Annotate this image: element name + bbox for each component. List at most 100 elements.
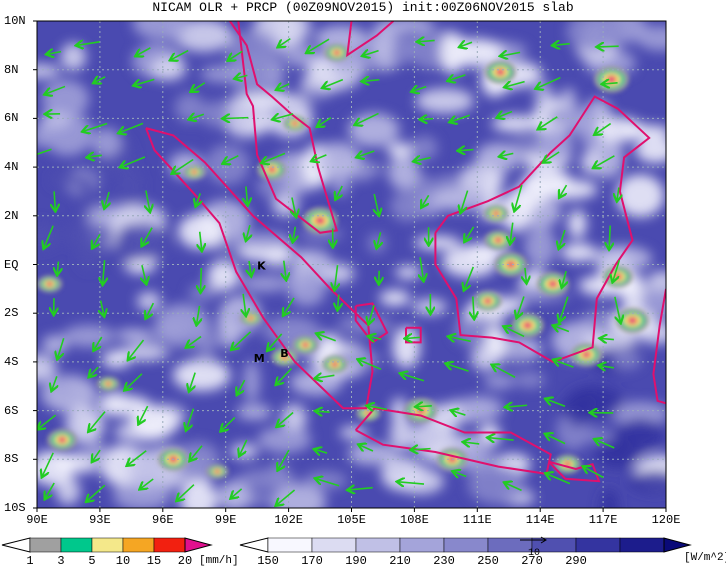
olr-cloud-patch	[392, 326, 421, 368]
wind-vector	[186, 408, 195, 430]
precip-cell	[316, 217, 324, 224]
precip-cell	[215, 469, 220, 474]
wind-vector	[421, 119, 434, 120]
wind-vector	[42, 452, 54, 476]
olr-cloud-patch	[536, 126, 574, 163]
wind-vector	[315, 450, 328, 454]
olr-colorbar-tick-label: 250	[477, 554, 499, 568]
precip-cell	[47, 282, 52, 286]
olr-cloud-patch	[113, 482, 171, 508]
olr-cloud-patch	[237, 232, 292, 249]
wind-vector	[89, 411, 106, 431]
precip-cell	[484, 298, 491, 304]
olr-cloud-patch	[137, 291, 161, 311]
precip-colorbar-tick-label: 15	[146, 554, 162, 568]
olr-cloud-patch	[88, 440, 107, 472]
olr-cloud-patch	[179, 480, 218, 508]
wind-vector	[45, 482, 55, 498]
wind-vector	[554, 326, 570, 332]
wind-vector	[584, 467, 604, 479]
wind-vector	[318, 117, 332, 126]
wind-vector	[501, 52, 521, 55]
wind-vector	[489, 438, 514, 440]
wind-vector	[473, 296, 474, 318]
olr-cloud-patch	[37, 354, 57, 383]
wind-vector	[594, 155, 615, 167]
olr-cloud-patch	[150, 57, 187, 81]
lon-label: 120E	[651, 513, 681, 527]
precip-cell	[59, 437, 66, 443]
olr-cloud-patch	[627, 470, 666, 494]
wind-vector	[449, 75, 466, 81]
wind-vector	[274, 114, 294, 119]
olr-cloud-patch	[281, 403, 307, 433]
precip-cell	[281, 355, 287, 359]
axis-ticks	[33, 20, 667, 512]
wind-vector	[135, 78, 155, 85]
wind-vector	[505, 483, 522, 492]
vector-reference-label: 10	[528, 548, 541, 559]
wind-vector	[601, 338, 614, 339]
wind-vector	[562, 270, 566, 286]
wind-vector	[246, 186, 248, 204]
wind-vector	[359, 445, 374, 451]
wind-vector	[38, 414, 57, 428]
wind-vector	[447, 364, 469, 372]
olr-cloud-patch	[379, 290, 411, 306]
olr-cloud-patch	[172, 359, 231, 391]
wind-vector	[141, 478, 154, 489]
wind-vector	[139, 405, 149, 423]
wind-vector	[459, 150, 474, 151]
wind-vector	[317, 334, 336, 342]
olr-colorbar-box	[575, 537, 621, 553]
wind-vector	[93, 449, 101, 461]
wind-vector	[93, 233, 101, 247]
olr-cloud-patch	[45, 379, 75, 398]
olr-cloud-patch	[442, 246, 499, 278]
wind-vector	[493, 365, 516, 378]
wind-vector	[560, 296, 569, 321]
wind-vector	[46, 85, 66, 94]
olr-cloud-patch	[596, 117, 644, 143]
wind-vector	[173, 158, 194, 172]
olr-cloud-patch	[256, 174, 290, 199]
olr-colorbar-box	[443, 537, 489, 553]
wind-vector	[54, 191, 55, 210]
wind-vector	[52, 376, 57, 390]
place-markers: K M B	[254, 259, 289, 365]
wind-vector	[398, 482, 425, 484]
wind-vector	[279, 37, 291, 47]
olr-cloud-patch	[431, 186, 490, 211]
precip-cell	[268, 167, 275, 172]
wind-vector	[284, 297, 295, 315]
olr-cloud-patch	[370, 21, 396, 63]
wind-vector	[614, 296, 621, 322]
olr-cloud-patch	[498, 352, 532, 365]
olr-cloud-patch	[168, 22, 185, 43]
wind-vector	[128, 450, 147, 465]
olr-cloud-patch	[200, 101, 233, 128]
place-marker-m: M	[254, 352, 265, 365]
olr-cloud-patch	[582, 333, 637, 350]
wind-vector	[146, 302, 155, 317]
wind-vector	[461, 190, 469, 212]
olr-cloud-patch	[174, 21, 233, 52]
olr-cloud-patch	[174, 93, 205, 123]
wind-vector	[316, 411, 330, 412]
olr-colorbar	[239, 536, 692, 553]
olr-colorbar-left-arrow	[239, 537, 269, 553]
wind-vector	[284, 260, 286, 279]
wind-vector	[510, 222, 513, 243]
wind-vector	[101, 300, 104, 316]
olr-cloud-patch	[272, 484, 327, 508]
wind-vector	[197, 305, 200, 324]
olr-cloud-patch	[367, 233, 386, 253]
wind-vector	[278, 449, 290, 469]
wind-vector	[229, 50, 243, 60]
wind-vector	[307, 38, 330, 52]
precip-colorbar-tick-label: 5	[88, 554, 96, 568]
wind-vector	[87, 484, 106, 501]
olr-cloud-patch	[561, 243, 597, 262]
wind-vector	[525, 267, 526, 282]
olr-unit-label: [W/m^2]	[684, 552, 726, 564]
